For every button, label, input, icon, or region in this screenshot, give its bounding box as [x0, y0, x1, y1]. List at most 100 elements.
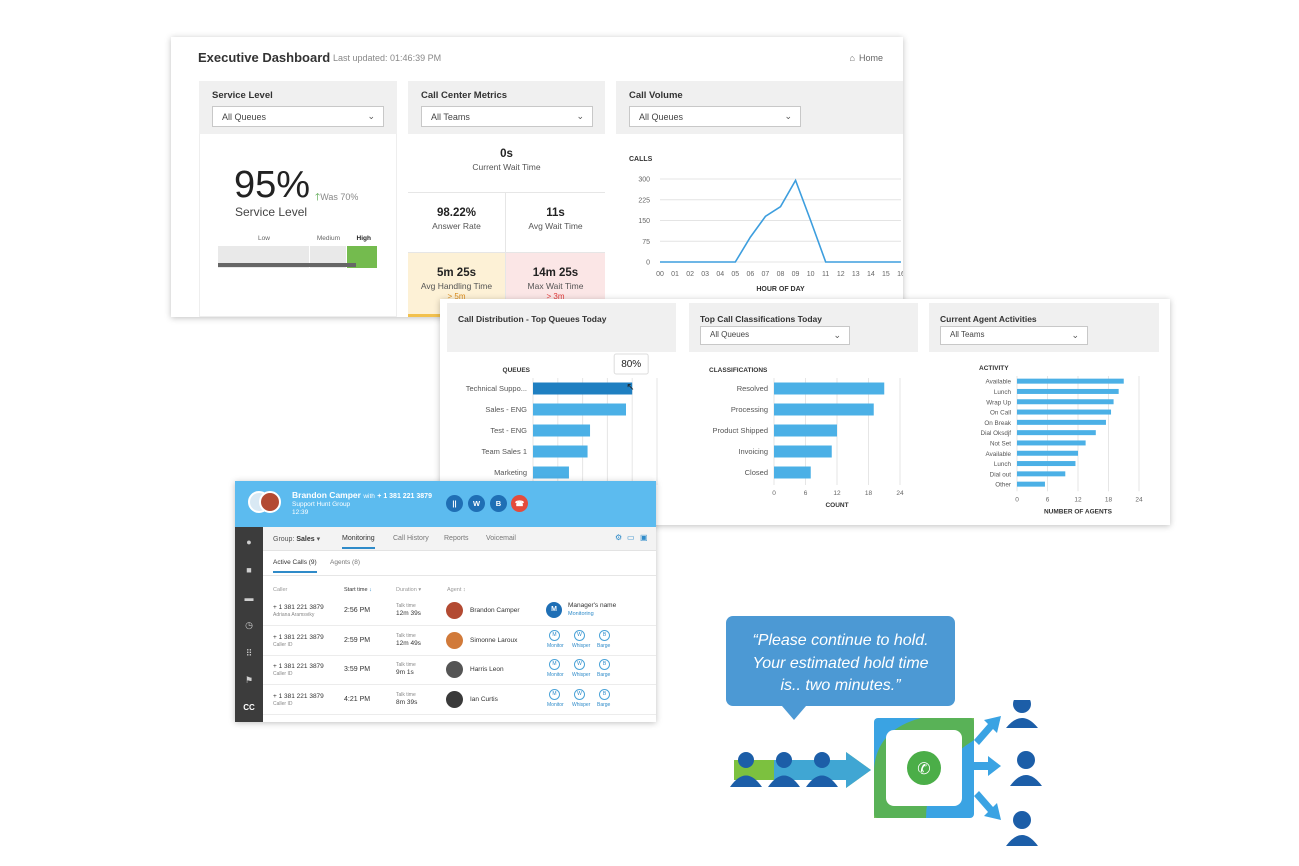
- cc-nav-item[interactable]: CC: [243, 703, 255, 712]
- x-tick-label: 08: [777, 271, 785, 278]
- x-tick-label: 01: [671, 271, 679, 278]
- previous-value: 🡑Was 70%: [315, 192, 359, 203]
- agent-name: Harris Leon: [470, 666, 504, 673]
- home-link[interactable]: ⌂ Home: [849, 53, 883, 63]
- queues-panel: Call Distribution - Top Queues Today QUE…: [447, 303, 676, 520]
- x-axis-title: HOUR OF DAY: [756, 286, 805, 293]
- talk-label: Talk time: [396, 662, 416, 668]
- x-tick-label: 06: [746, 271, 754, 278]
- y-tick-label: 150: [638, 218, 650, 225]
- whisper-button[interactable]: W: [468, 495, 485, 512]
- bar: [1017, 419, 1106, 425]
- chevron-down-icon: ⌄: [1071, 330, 1079, 340]
- caller-name: Caller ID: [273, 671, 293, 677]
- service-queue-dropdown[interactable]: All Queues ⌄: [212, 106, 384, 127]
- user-icon[interactable]: ●: [246, 537, 252, 547]
- agents-chart: ACTIVITY 0 6 12 18 24 Available Lunch Wrap Up On …: [979, 365, 1143, 515]
- action-label: Whisper: [572, 672, 591, 678]
- group-selector[interactable]: Group: Sales ▾: [273, 536, 321, 543]
- category-label: On Break: [984, 420, 1011, 427]
- table-row[interactable]: + 1 381 221 3879 Caller ID 4:21 PM Talk tim…: [263, 686, 656, 715]
- category-label: Lunch: [994, 389, 1012, 396]
- tab-monitoring[interactable]: Monitoring: [342, 535, 375, 549]
- action-label: Monitor: [547, 701, 564, 708]
- table-row[interactable]: + 1 381 221 3879 Caller ID 3:59 PM Talk tim…: [263, 656, 656, 685]
- bar: [1017, 399, 1114, 405]
- settings-icon[interactable]: ⚙: [615, 533, 623, 542]
- table-row[interactable]: + 1 381 221 3879 Caller ID 2:59 PM Talk tim…: [263, 627, 656, 656]
- category-label: Invoicing: [738, 447, 768, 456]
- category-label: Available: [986, 379, 1012, 386]
- agent-headset-icon: [1006, 811, 1038, 846]
- service-level-value: 95%: [234, 164, 311, 206]
- bar: [1017, 461, 1076, 467]
- bar: [1017, 440, 1086, 446]
- agent-name: Brandon Camper: [470, 607, 520, 614]
- subtab-agents[interactable]: Agents (8): [330, 559, 360, 566]
- barge-button[interactable]: B: [599, 629, 610, 641]
- caller-icons: [730, 752, 838, 787]
- monitor-button[interactable]: M: [549, 688, 560, 700]
- barge-button[interactable]: B: [599, 659, 610, 670]
- clock-icon[interactable]: ◷: [245, 620, 253, 630]
- tab-voicemail[interactable]: Voicemail: [486, 535, 516, 542]
- bar: [774, 382, 885, 395]
- monitor-button[interactable]: M: [549, 629, 560, 641]
- x-tick-label: 13: [852, 271, 860, 278]
- agents-team-dropdown[interactable]: All Teams ⌄: [940, 326, 1088, 345]
- x-tick-label: 02: [686, 271, 694, 278]
- hangup-button[interactable]: ☎: [511, 495, 528, 512]
- column-duration[interactable]: Duration ▾: [396, 587, 422, 593]
- flag-icon[interactable]: ⚑: [244, 675, 254, 685]
- agent-name: Ian Curtis: [470, 695, 498, 703]
- current-wait-metric: 0s Current Wait Time: [408, 134, 605, 193]
- avg-wait-metric: 11s Avg Wait Time: [506, 193, 605, 253]
- sort-icon: ↕: [462, 587, 466, 593]
- video-icon[interactable]: ■: [246, 565, 252, 575]
- action-label: Whisper: [572, 701, 591, 708]
- category-label: Sales - ENG: [485, 405, 527, 414]
- whisper-button[interactable]: W: [574, 688, 585, 700]
- volume-queue-dropdown[interactable]: All Queues ⌄: [629, 106, 801, 127]
- start-time: 2:56 PM: [344, 607, 371, 614]
- bar: [774, 424, 837, 437]
- barge-button[interactable]: B: [490, 495, 507, 512]
- whisper-button[interactable]: W: [574, 629, 585, 641]
- metrics-header: Call Center Metrics All Teams ⌄: [408, 81, 605, 134]
- x-tick-label: 16: [897, 271, 903, 278]
- bar: [774, 466, 811, 479]
- tooltip-box: [613, 353, 649, 375]
- classifications-panel: Top Call Classifications Today All Queue…: [689, 303, 918, 520]
- bar: [533, 424, 591, 437]
- grid-icon[interactable]: ⠿: [245, 648, 253, 658]
- image-icon[interactable]: ▣: [640, 533, 648, 542]
- x-tick-label: 0: [772, 490, 776, 497]
- caller-number: + 1 381 221 3879: [273, 663, 324, 670]
- x-tick-label: 12: [837, 271, 845, 278]
- tab-reports[interactable]: Reports: [444, 535, 469, 542]
- monitor-icon[interactable]: ▭: [627, 533, 635, 542]
- metrics-team-dropdown[interactable]: All Teams ⌄: [421, 106, 593, 127]
- column-agent[interactable]: Agent ↕: [447, 587, 466, 593]
- whisper-button[interactable]: W: [574, 659, 585, 670]
- monitor-button[interactable]: M: [549, 659, 560, 670]
- table-row[interactable]: + 1 381 221 3879 Adriana Aramsviky 2:56 PM…: [263, 597, 656, 626]
- manager-name: Manager's name: [568, 602, 617, 609]
- hold-button[interactable]: ||: [446, 495, 463, 512]
- classifications-queue-dropdown[interactable]: All Queues ⌄: [700, 326, 850, 345]
- folder-icon[interactable]: ▬: [244, 593, 254, 603]
- phone-hangup-icon: ☎: [514, 499, 525, 508]
- column-caller[interactable]: Caller: [273, 587, 288, 593]
- barge-button[interactable]: B: [599, 688, 610, 700]
- tooltip-value: 80%: [621, 359, 641, 370]
- column-start-time[interactable]: Start time ↓: [344, 587, 372, 593]
- category-label: Other: [995, 482, 1011, 489]
- hold-message-line3: is.. two minutes.”: [780, 677, 901, 694]
- x-axis-title: COUNT: [825, 502, 848, 509]
- sort-desc-icon: ↓: [369, 587, 372, 593]
- agent-headset-icon: [1006, 700, 1038, 728]
- caller-number: + 1 381 221 3879: [273, 633, 324, 641]
- subtab-active-calls[interactable]: Active Calls (9): [273, 559, 317, 573]
- tab-call-history[interactable]: Call History: [393, 535, 429, 542]
- x-tick-label: 07: [762, 271, 770, 278]
